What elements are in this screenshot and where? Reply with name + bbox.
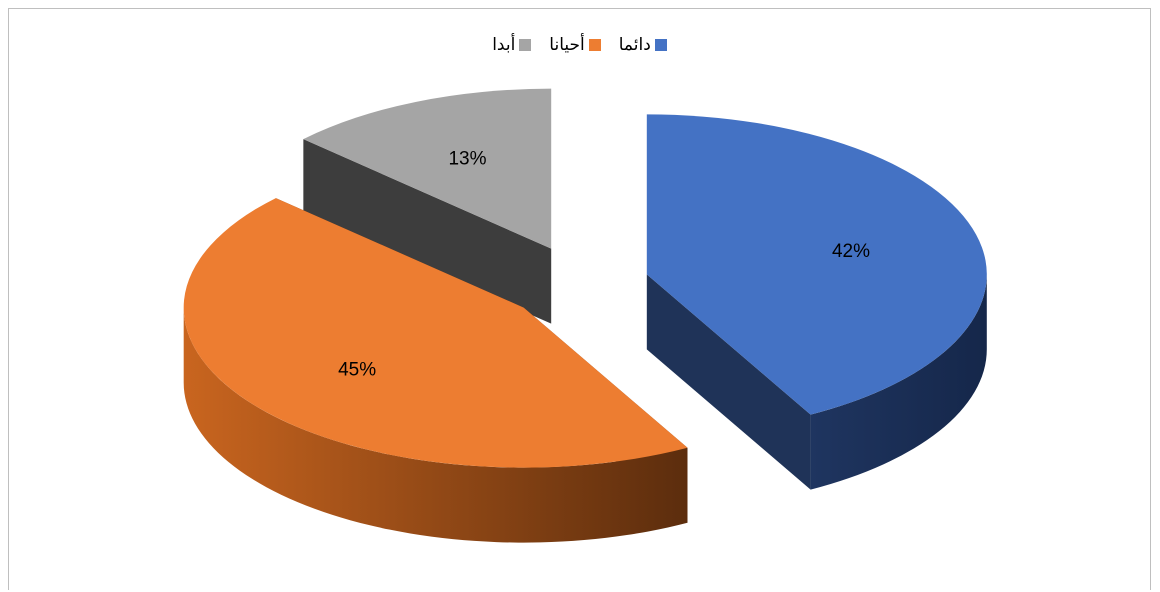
legend-label-never: أبدا <box>492 35 516 54</box>
chart-area: دائما أحيانا أبدا 42% 45% 13% <box>8 8 1151 590</box>
pie-slice-sometimes-top <box>183 198 688 468</box>
pie-slice-always <box>646 114 987 490</box>
data-label-sometimes: 45% <box>338 359 376 380</box>
pie-chart: 42% 45% 13% <box>183 88 987 543</box>
legend-swatch-always <box>654 39 667 51</box>
legend-label-sometimes: أحيانا <box>549 35 585 54</box>
legend-item-never: أبدا <box>492 35 532 55</box>
pie-slice-never-wall-start <box>303 139 552 324</box>
pie-slice-never-top <box>303 88 552 249</box>
pie-slice-sometimes <box>183 198 688 543</box>
legend-label-always: دائما <box>618 35 651 54</box>
pie-slice-always-wall-end <box>646 274 811 490</box>
pie-slice-always-side <box>810 274 987 490</box>
legend-swatch-sometimes <box>588 39 601 51</box>
data-label-never: 13% <box>448 149 486 170</box>
legend-swatch-never <box>519 39 532 51</box>
pie-slice-never <box>303 88 552 324</box>
pie-slice-always-top <box>646 114 987 415</box>
data-label-always: 42% <box>832 241 870 262</box>
pie-slice-sometimes-side <box>183 307 688 543</box>
legend-item-sometimes: أحيانا <box>549 35 601 55</box>
legend-item-always: دائما <box>619 35 667 55</box>
legend: دائما أحيانا أبدا <box>9 35 1150 55</box>
